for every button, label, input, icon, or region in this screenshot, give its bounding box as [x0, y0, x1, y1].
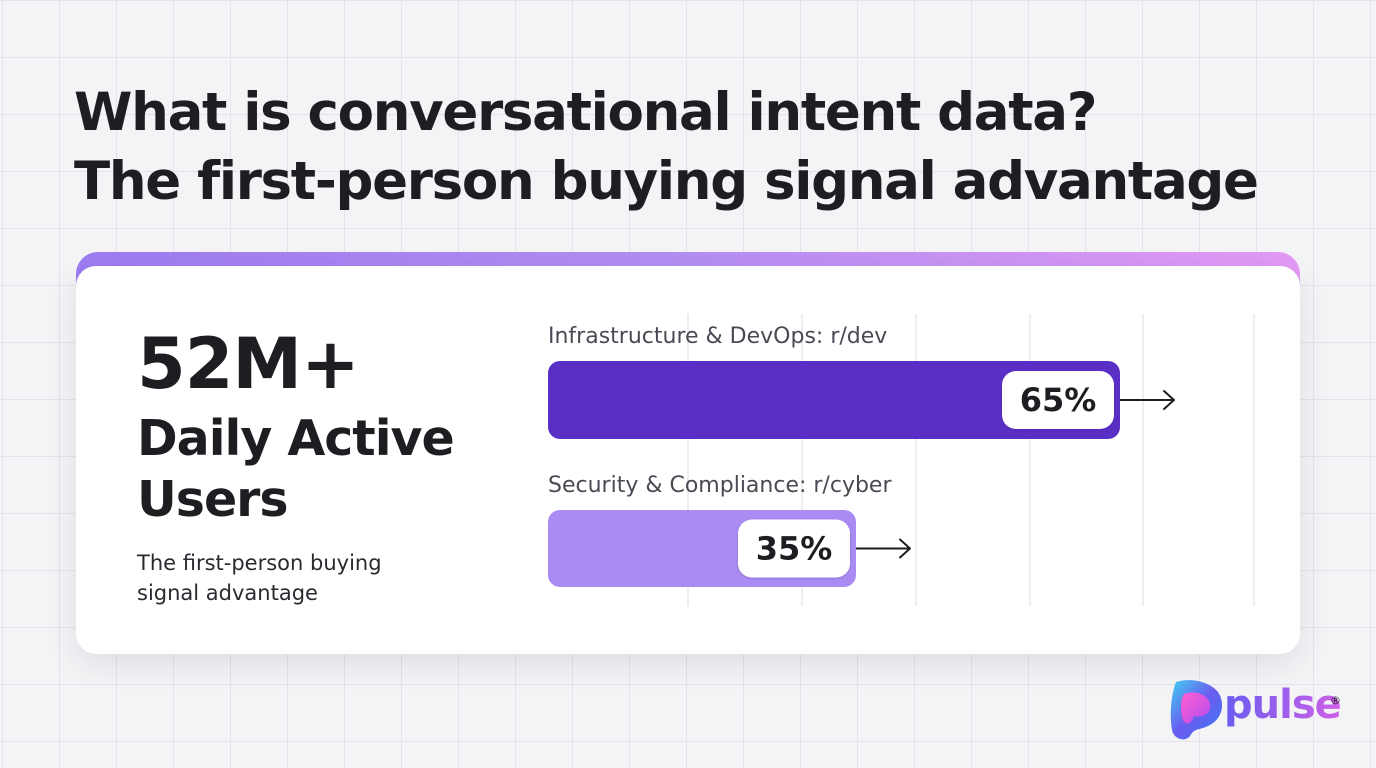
headline-line-2: The first-person buying signal advantage: [74, 151, 1259, 212]
stat-block: 52M+ Daily Active Users The first-person…: [137, 320, 517, 608]
headline-line-1: What is conversational intent data?: [74, 82, 1097, 143]
pulse-logo-wordmark: pulse: [1224, 682, 1342, 728]
pulse-logo-icon: [1170, 680, 1223, 740]
registered-mark: ®: [1330, 694, 1341, 707]
stat-subtitle: The first-person buying signal advantage: [137, 551, 382, 605]
page-headline: What is conversational intent data? The …: [74, 78, 1259, 216]
stat-label: Daily Active Users: [137, 410, 455, 528]
pulse-logo: pulse ®: [1168, 678, 1348, 742]
stat-value: 52M+: [137, 323, 360, 405]
